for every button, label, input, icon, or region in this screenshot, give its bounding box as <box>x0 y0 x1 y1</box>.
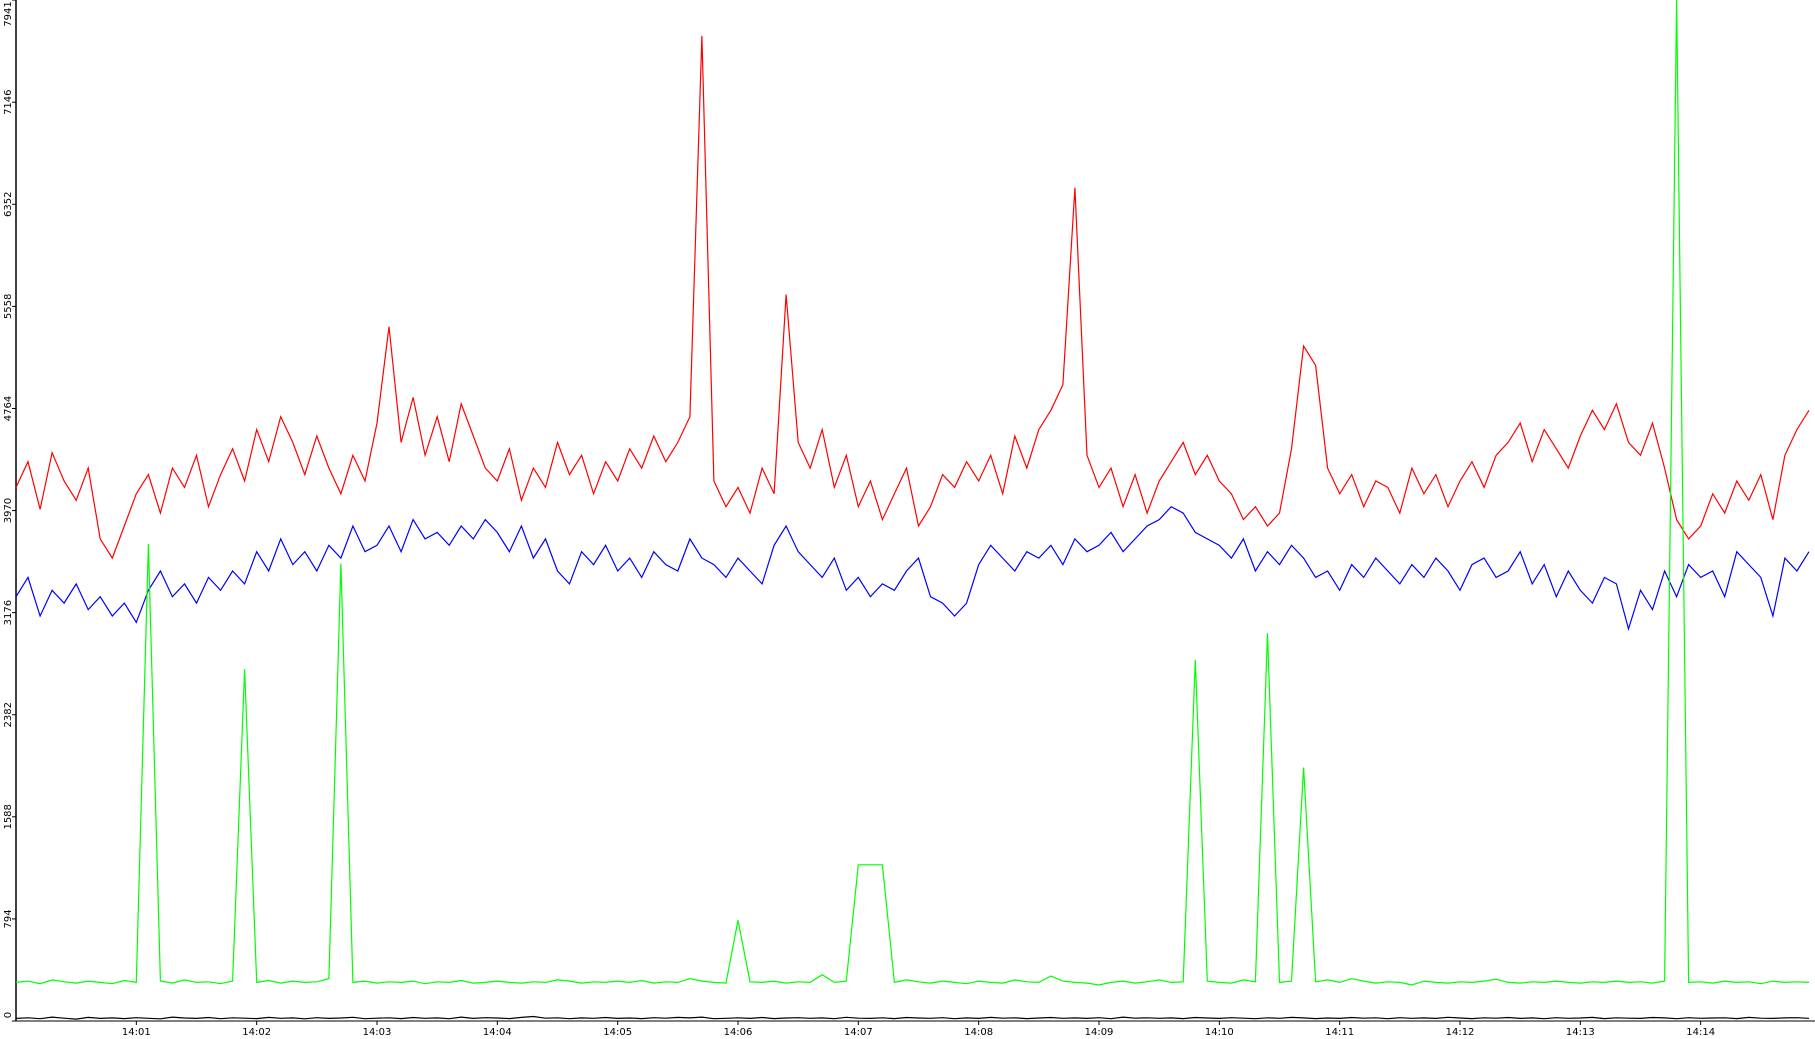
y-tick-label: 6352 <box>3 192 14 217</box>
x-tick-label: 14:05 <box>603 1027 632 1038</box>
y-tick-label: 1588 <box>3 804 14 829</box>
x-tick-label: 14:03 <box>363 1027 392 1038</box>
data-line <box>15 505 1810 632</box>
y-tick-label: 3176 <box>3 600 14 625</box>
x-tick-label: 14:10 <box>1205 1027 1234 1038</box>
y-tick-label: 3970 <box>3 498 14 523</box>
x-tick-label: 14:06 <box>724 1027 753 1038</box>
x-tick-label: 14:13 <box>1566 1027 1595 1038</box>
y-tick-label: 794 <box>3 909 14 928</box>
x-tick-label: 14:14 <box>1686 1027 1715 1038</box>
y-tick-label: 0 <box>3 1012 14 1018</box>
data-line <box>15 1015 1810 1020</box>
y-tick-label: 7146 <box>3 89 14 114</box>
x-tick-label: 14:01 <box>122 1027 151 1038</box>
y-tick-label: 2382 <box>3 702 14 727</box>
x-tick-label: 14:11 <box>1325 1027 1354 1038</box>
data-line <box>15 0 1810 986</box>
x-tick-label: 14:08 <box>964 1027 993 1038</box>
data-line <box>15 35 1810 560</box>
y-tick-label: 4764 <box>3 396 14 421</box>
x-tick-label: 14:12 <box>1446 1027 1475 1038</box>
x-tick-label: 14:09 <box>1085 1027 1114 1038</box>
x-tick-label: 14:04 <box>483 1027 512 1038</box>
y-tick-label: 5558 <box>3 294 14 319</box>
x-tick-label: 14:02 <box>242 1027 271 1038</box>
y-tick-label: 7941 <box>3 1 14 26</box>
x-tick-label: 14:07 <box>844 1027 873 1038</box>
